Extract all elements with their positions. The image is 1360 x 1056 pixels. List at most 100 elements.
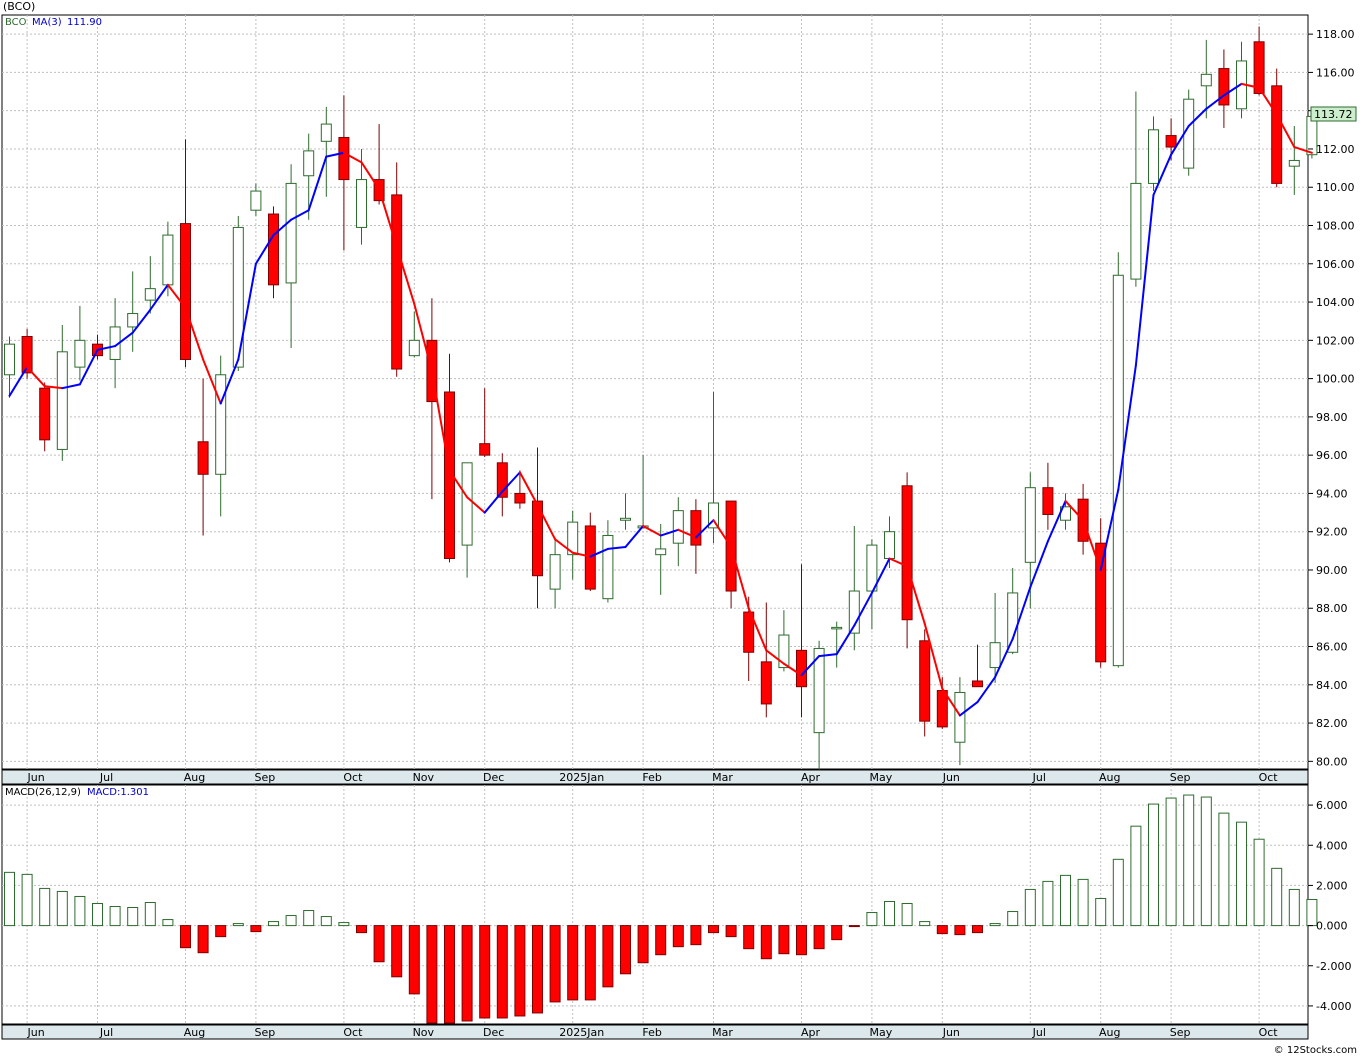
ma-segment xyxy=(730,546,750,610)
macd-bar xyxy=(1042,880,1054,927)
macd-tick-label: 4.000 xyxy=(1316,839,1348,852)
x-tick-label: Oct xyxy=(343,1026,363,1039)
macd-bar xyxy=(109,906,121,927)
ma-segment xyxy=(131,308,152,334)
price-y-axis: 80.00 82.00 84.00 86.00 88.00 90.00 92.00 94.00… xyxy=(1308,28,1355,768)
macd-indicator-label: MACD(26,12,9) xyxy=(5,787,81,798)
candle-body xyxy=(479,443,491,456)
candle-body xyxy=(408,339,420,357)
x-tick-label: Sep xyxy=(1170,1026,1191,1039)
x-tick-label: Jun xyxy=(942,1026,960,1039)
candle-body xyxy=(444,391,455,559)
ma-segment xyxy=(1205,94,1225,110)
macd-tick-label: 2.000 xyxy=(1316,879,1348,892)
ma-segment xyxy=(518,471,539,506)
macd-bar xyxy=(1024,888,1036,927)
ma-segment xyxy=(589,547,609,558)
macd-bar xyxy=(743,925,755,950)
ma-segment xyxy=(342,151,363,164)
candle-body xyxy=(954,691,966,743)
macd-bar xyxy=(232,923,244,927)
price-panel: 80.00 82.00 84.00 86.00 88.00 90.00 92.00 94.00… xyxy=(1,14,1357,773)
x-tick-label: Jul xyxy=(1032,1026,1046,1039)
ma-segment xyxy=(96,345,117,351)
last-price-label: 113.72 xyxy=(1314,108,1353,121)
macd-bar xyxy=(391,925,403,978)
ma-segment xyxy=(870,557,891,594)
macd-bar xyxy=(972,925,983,934)
date-strip-top-bg xyxy=(1,769,1309,785)
price-tick-label: 110.00 xyxy=(1316,181,1355,194)
x-tick-label: Nov xyxy=(413,1026,435,1039)
macd-bar xyxy=(655,925,667,956)
candle-body xyxy=(972,680,983,688)
macd-bar xyxy=(549,925,561,1003)
x-tick-label: Oct xyxy=(343,771,363,784)
macd-bar xyxy=(1253,838,1265,927)
macd-bar xyxy=(532,925,543,1014)
ma-segment xyxy=(554,538,574,554)
macd-bar xyxy=(813,925,825,950)
macd-bar xyxy=(479,925,491,1019)
x-tick-label: Jul xyxy=(1032,771,1046,784)
ma-segment xyxy=(8,366,29,397)
macd-bar xyxy=(56,890,68,927)
candle-body xyxy=(39,387,51,441)
candle-body xyxy=(620,517,631,521)
x-axis-top: Jun Jul Aug Sep Oct Nov Dec 2025Jan Feb Mar Apr May… xyxy=(27,771,1279,784)
ma-segment xyxy=(853,591,873,627)
price-tick-label: 102.00 xyxy=(1316,334,1355,347)
macd-bar xyxy=(567,925,579,1001)
candle-body xyxy=(690,510,702,546)
ma-segment xyxy=(765,649,785,665)
macd-bar xyxy=(1077,878,1089,927)
candle-body xyxy=(567,521,579,556)
price-tick-label: 86.00 xyxy=(1316,641,1348,654)
ma-segment xyxy=(712,519,733,549)
price-tick-label: 98.00 xyxy=(1316,411,1348,424)
ma-segment xyxy=(501,471,521,493)
last-price-tag: 113.72 xyxy=(1310,106,1357,122)
macd-bar xyxy=(127,907,139,927)
ma-segment xyxy=(378,188,398,248)
ma-segment xyxy=(360,161,381,191)
macd-tick-label: 0.000 xyxy=(1316,920,1348,933)
macd-bar xyxy=(197,925,209,954)
ma-segment xyxy=(413,302,433,372)
candle-body xyxy=(813,647,825,734)
x-axis-bottom: Jun Jul Aug Sep Oct Nov Dec 2025Jan Feb Mar Apr May… xyxy=(27,1026,1279,1039)
ma-segment xyxy=(1187,107,1208,127)
candle-body xyxy=(1112,274,1124,667)
macd-bar xyxy=(584,925,596,1001)
candle-body xyxy=(250,190,262,211)
ma-segment xyxy=(466,496,486,514)
ma-segment xyxy=(994,637,1014,679)
price-tick-label: 100.00 xyxy=(1316,373,1355,386)
candle-body xyxy=(197,441,209,475)
ma-segment xyxy=(694,519,715,539)
candle-body xyxy=(303,150,315,177)
x-tick-label: Mar xyxy=(712,1026,733,1039)
date-strip-top: Jun Jul Aug Sep Oct Nov Dec 2025Jan Feb Mar Apr May… xyxy=(1,769,1309,785)
ma-segment xyxy=(307,155,328,212)
candle-body xyxy=(655,548,667,556)
macd-bar xyxy=(602,925,614,988)
macd-panel: -4.000 -2.000 0.000 2.000 4.000 6.000 MACD(26… xyxy=(1,784,1351,1025)
ma-segment xyxy=(571,551,592,558)
ma-segment xyxy=(202,358,222,405)
ma-segment xyxy=(237,262,257,361)
macd-bar xyxy=(92,902,103,927)
price-tick-label: 84.00 xyxy=(1316,679,1348,692)
candle-body xyxy=(760,661,772,705)
x-tick-label: Aug xyxy=(184,771,205,784)
ma-segment xyxy=(272,218,293,237)
candle-body xyxy=(180,223,191,360)
ma-segment xyxy=(1117,364,1137,491)
ma-segment xyxy=(1170,124,1190,156)
macd-bar xyxy=(461,925,473,1022)
price-tick-label: 108.00 xyxy=(1316,220,1355,233)
candle-body xyxy=(338,136,350,181)
ma-segment xyxy=(888,557,909,568)
candle-body xyxy=(831,626,843,630)
candle-body xyxy=(672,510,684,544)
